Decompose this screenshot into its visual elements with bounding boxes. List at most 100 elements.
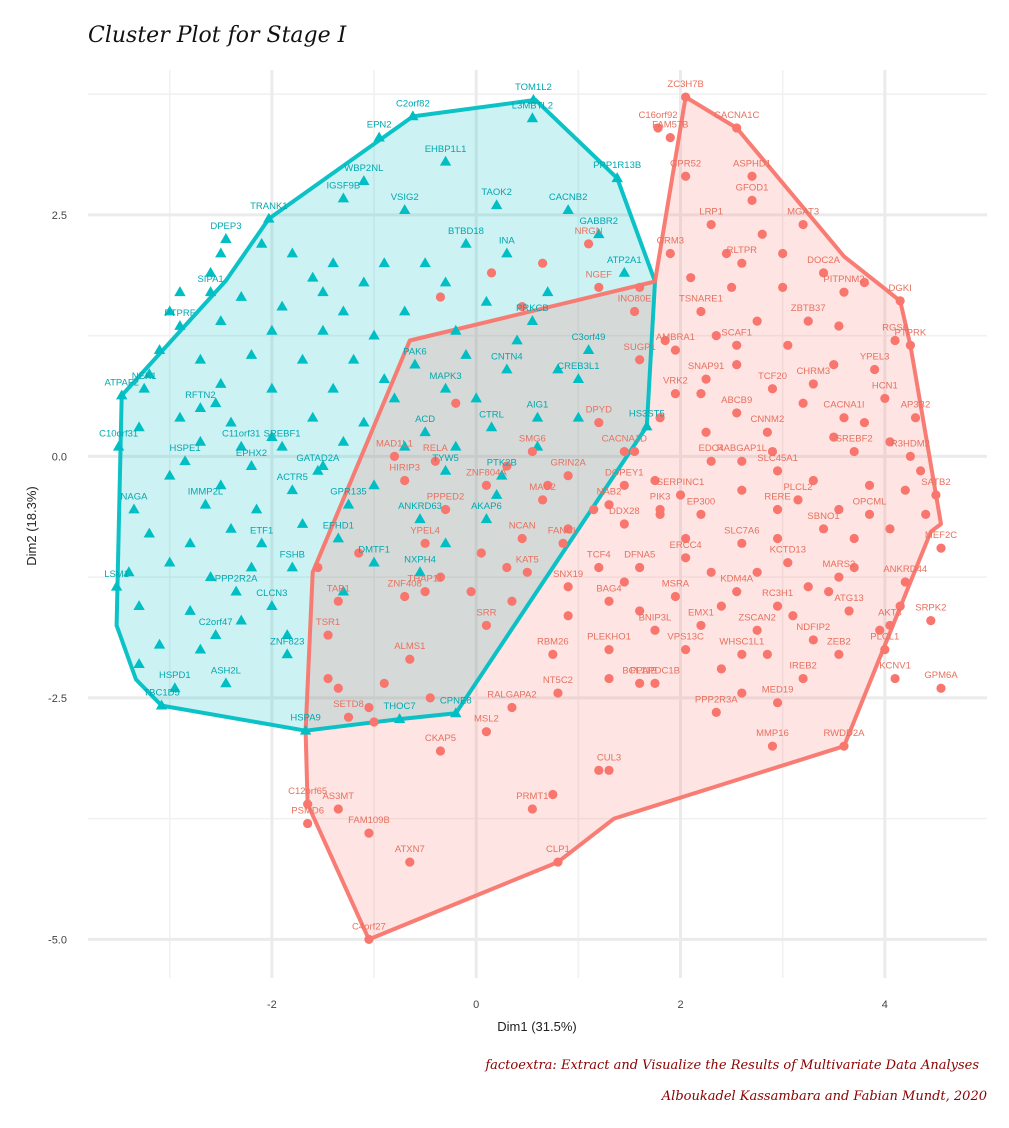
cluster-1-point <box>204 571 217 582</box>
point-label: PPP2R2A <box>215 574 258 585</box>
cluster-1-point <box>398 440 411 451</box>
point-label: C11orf31 <box>222 429 260 440</box>
point-label: KCTD13 <box>770 545 806 556</box>
cluster-2-point <box>686 273 696 283</box>
cluster-2-point <box>706 456 716 466</box>
point-label: IGSF9B <box>326 180 360 191</box>
x-axis-title: Dim1 (31.5%) <box>497 1019 576 1034</box>
cluster-2-point <box>727 282 737 292</box>
cluster-2-point <box>839 741 849 751</box>
cluster-2-point <box>824 587 834 597</box>
cluster-2-point <box>737 688 747 698</box>
point-label: KCNV1 <box>879 661 911 672</box>
cluster-2-point <box>834 504 844 515</box>
cluster-1-point <box>153 638 166 649</box>
point-label: WBP2NL <box>344 163 383 174</box>
point-label: ATXN7 <box>395 844 425 855</box>
cluster-1-point <box>307 411 319 422</box>
point-label: TCF4 <box>587 549 611 560</box>
point-label: MSRA <box>662 578 690 589</box>
cluster-2-point <box>619 480 629 490</box>
point-label: LSM1 <box>104 569 129 580</box>
cluster-2-point <box>829 360 839 370</box>
point-label: SATB2 <box>921 477 950 488</box>
cluster-2-point <box>895 296 905 306</box>
point-label: ZBTB37 <box>791 303 826 314</box>
cluster-2-point <box>466 587 476 597</box>
cluster-1-point <box>209 629 222 639</box>
cluster-2-point <box>538 495 548 505</box>
point-label: THAP11 <box>408 574 443 585</box>
cluster-2-point <box>747 171 757 181</box>
cluster-1-point <box>337 192 350 203</box>
point-label: KAT5 <box>516 554 539 565</box>
cluster-2-point <box>681 533 691 544</box>
cluster-1-point <box>611 172 623 183</box>
cluster-2-point <box>543 480 553 490</box>
cluster-1-point <box>572 373 585 384</box>
cluster-1-point <box>299 724 312 735</box>
point-label: AIG1 <box>527 400 549 411</box>
point-label: SIPA1 <box>197 274 223 285</box>
point-label: PPAPDC1B <box>630 665 680 676</box>
point-label: C12orf65 <box>288 786 327 797</box>
cluster-2-point <box>369 717 379 727</box>
point-label: L3MBTL2 <box>512 100 553 111</box>
cluster-2-point <box>752 316 762 326</box>
cluster-2-point <box>502 562 512 573</box>
point-label: RERE <box>764 492 790 503</box>
cluster-2-point <box>762 649 772 660</box>
point-label: SRR <box>476 607 496 618</box>
cluster-2-point <box>635 355 645 365</box>
point-label: DOC2A <box>807 255 840 266</box>
cluster-1-point <box>641 420 653 431</box>
cluster-2-point <box>767 446 778 457</box>
cluster-2-point <box>732 408 742 418</box>
point-label: VRK2 <box>663 376 688 387</box>
cluster-1-point <box>155 699 168 710</box>
point-label: EFHD1 <box>323 520 354 531</box>
point-label: ATG13 <box>834 593 863 604</box>
cluster-2-point <box>670 388 681 399</box>
cluster-2-point <box>405 857 415 867</box>
point-label: HSPA9 <box>290 713 320 724</box>
point-label: SRPK2 <box>915 603 946 614</box>
cluster-2-point <box>558 538 568 548</box>
cluster-1-point <box>485 421 498 432</box>
cluster-2-point <box>870 364 880 375</box>
point-label: WHSC1L1 <box>719 636 764 647</box>
point-label: PAK6 <box>403 347 427 358</box>
point-label: BNIP3L <box>639 612 672 623</box>
cluster-2-point <box>655 509 665 519</box>
cluster-2-point <box>303 799 313 809</box>
cluster-2-point <box>563 471 573 481</box>
point-label: PTPRF <box>164 308 195 319</box>
chart-title: Cluster Plot for Stage I <box>88 23 348 48</box>
cluster-1-point <box>526 315 539 326</box>
cluster-1-point <box>230 585 242 596</box>
cluster-1-point <box>204 266 217 277</box>
cluster-2-point <box>834 572 844 582</box>
point-label: PRMT1 <box>516 791 548 802</box>
point-label: CNTN4 <box>491 351 523 362</box>
cluster-2-point <box>839 287 849 297</box>
point-label: SNAP91 <box>688 361 724 372</box>
x-tick-label: 4 <box>882 999 888 1011</box>
cluster-1-point <box>368 329 380 340</box>
cluster-1-point <box>439 382 452 393</box>
cluster-2-point <box>681 644 691 655</box>
cluster-1-point <box>184 537 196 548</box>
cluster-2-point <box>900 577 910 587</box>
point-label: NXPH4 <box>404 554 436 565</box>
point-label: PPPED2 <box>427 492 465 503</box>
point-label: ZSCAN2 <box>738 612 775 623</box>
cluster-1-point <box>164 469 176 480</box>
cluster-2-point <box>834 321 844 331</box>
y-tick-label: -2.5 <box>48 693 67 705</box>
cluster-2-point <box>757 229 767 239</box>
cluster-1-point <box>327 382 339 393</box>
cluster-1-point <box>263 212 275 223</box>
cluster-2-point <box>849 446 859 457</box>
cluster-2-point <box>915 466 926 476</box>
cluster-1-point <box>215 247 227 258</box>
